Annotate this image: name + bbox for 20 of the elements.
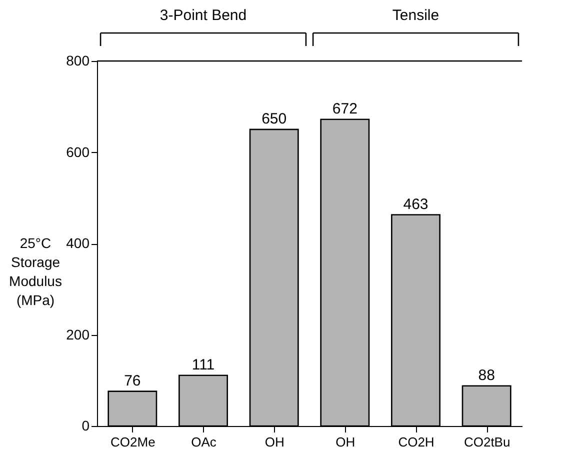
data-label: 672 [332, 100, 358, 118]
x-tick-label: CO2Me [110, 434, 156, 450]
y-tick-label: 400 [66, 235, 90, 251]
y-tick-label: 0 [82, 418, 90, 434]
text: Tensile [392, 7, 440, 24]
x-tick-label: CO2H [398, 434, 434, 450]
y-tick-label: 800 [66, 52, 90, 68]
data-label: 463 [403, 196, 428, 213]
x-tick-label: CO2tBu [464, 434, 510, 450]
y-axis-title: 25°C Storage Modulus (MPa) [9, 235, 62, 308]
data-label: 76 [124, 372, 141, 390]
y-tick-label: 600 [66, 144, 90, 160]
y-tick-label: 200 [66, 326, 90, 342]
x-tick-label: OH [336, 434, 356, 450]
text: 3-Point Bend [160, 7, 247, 24]
data-label: 111 [192, 356, 215, 374]
x-tick-label: OAc [191, 434, 217, 450]
data-label: 88 [478, 366, 495, 384]
data-label: 650 [262, 110, 287, 128]
x-tick-label: OH [264, 434, 284, 450]
